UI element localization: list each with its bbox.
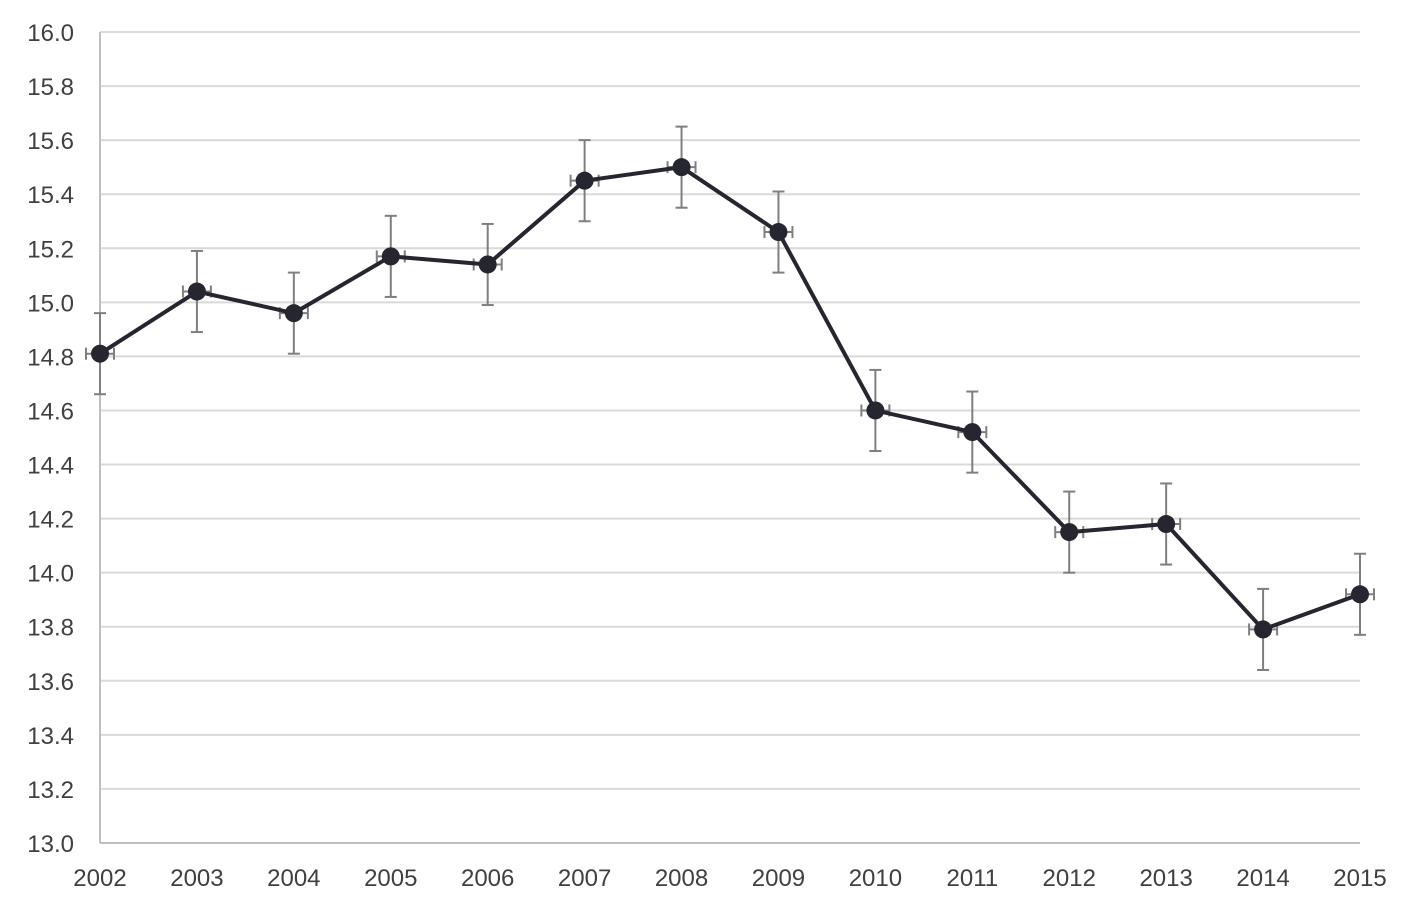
y-tick-label: 15.6: [27, 128, 74, 155]
x-tick-label: 2007: [558, 865, 611, 892]
x-tick-label: 2010: [849, 865, 902, 892]
y-tick-label: 13.8: [27, 615, 74, 642]
x-tick-label: 2015: [1333, 865, 1386, 892]
data-point: [478, 255, 497, 274]
error-bars: [85, 125, 1375, 671]
data-point: [1060, 523, 1079, 542]
data-point: [769, 223, 788, 242]
x-tick-label: 2013: [1139, 865, 1192, 892]
data-point: [672, 158, 691, 177]
y-tick-label: 15.8: [27, 74, 74, 101]
x-tick-label: 2009: [752, 865, 805, 892]
data-point: [187, 282, 206, 301]
x-tick-label: 2003: [170, 865, 223, 892]
data-point: [866, 401, 885, 420]
data-point: [91, 344, 109, 363]
data-point: [284, 304, 303, 323]
y-tick-label: 14.2: [27, 507, 74, 534]
y-tick-label: 13.4: [27, 723, 74, 750]
data-points: [91, 158, 1369, 639]
y-tick-label: 14.8: [27, 344, 74, 371]
data-point: [1254, 620, 1273, 639]
y-tick-label: 14.4: [27, 453, 74, 480]
series-lines: [98, 165, 1361, 632]
x-tick-label: 2008: [655, 865, 708, 892]
x-tick-label: 2004: [267, 865, 320, 892]
y-tick-label: 13.0: [27, 831, 74, 858]
axes: [99, 32, 1360, 844]
y-tick-label: 15.2: [27, 236, 74, 263]
data-point: [381, 247, 400, 266]
x-tick-label: 2006: [461, 865, 514, 892]
x-tick-label: 2002: [73, 865, 126, 892]
x-tick-label: 2005: [364, 865, 417, 892]
y-axis-tick-labels: 13.0 13.2 13.4 13.6 13.8 14.0 14.2 14.4 14.6 14.8…: [27, 20, 74, 858]
y-tick-label: 13.2: [27, 777, 74, 804]
data-point: [963, 423, 982, 442]
data-point: [1157, 515, 1176, 534]
data-point: [575, 171, 594, 190]
y-tick-label: 13.6: [27, 669, 74, 696]
x-tick-label: 2014: [1236, 865, 1289, 892]
y-tick-label: 15.4: [27, 182, 74, 209]
x-tick-label: 2011: [947, 865, 999, 892]
series-line-0: [98, 165, 1361, 632]
y-tick-label: 14.0: [27, 561, 74, 588]
gridlines: [100, 31, 1360, 790]
y-tick-label: 15.0: [27, 290, 74, 317]
x-axis-tick-labels: 2002 2003 2004 2005 2006 2007 2008 2009 2010 2011…: [73, 865, 1386, 892]
y-tick-label: 16.0: [27, 20, 74, 47]
x-tick-label: 2012: [1043, 865, 1096, 892]
data-point: [1351, 585, 1369, 604]
y-tick-label: 14.6: [27, 398, 74, 425]
